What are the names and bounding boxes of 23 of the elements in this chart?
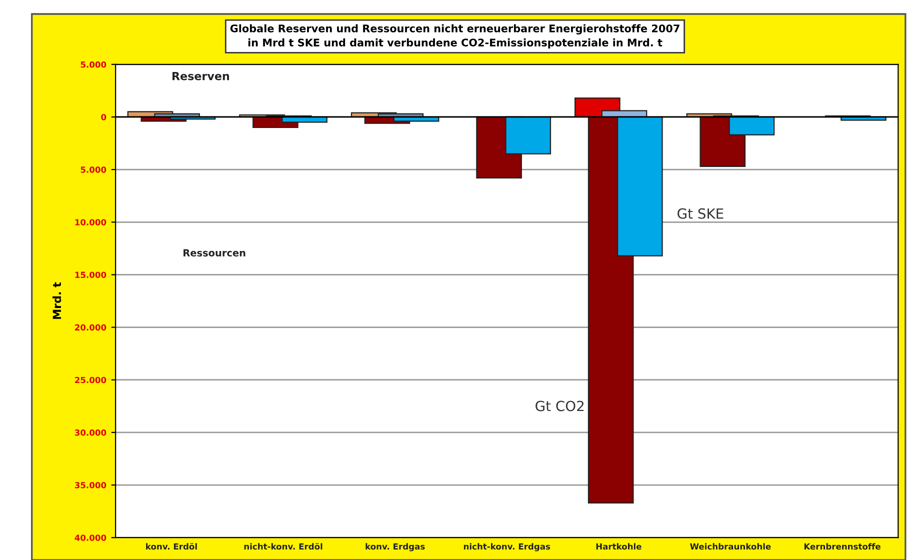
y-tick-label: 40.000 xyxy=(74,534,106,541)
y-tick-label: 15.000 xyxy=(75,272,106,278)
y-tick-label: 10.000 xyxy=(75,219,106,226)
annotation: Ressourcen xyxy=(184,249,246,256)
y-tick-label: 0 xyxy=(101,114,106,120)
y-tick-label: 5.000 xyxy=(80,61,106,68)
y-tick-label: 30.000 xyxy=(74,429,106,436)
x-tick-label: konv. Erdöl xyxy=(146,543,197,550)
annotation: Reserven xyxy=(172,72,230,80)
x-tick-label: Hartkohle xyxy=(596,543,642,550)
x-tick-label: nicht-konv. Erdöl xyxy=(244,543,322,550)
x-tick-label: Kernbrennstoffe xyxy=(804,543,880,550)
y-tick-label: 5.000 xyxy=(80,166,106,173)
y-tick-label: 25.000 xyxy=(75,376,106,384)
y-tick-label: 20.000 xyxy=(75,324,106,331)
y-axis-title: Mrd. t xyxy=(52,282,62,319)
x-tick-label: nicht-konv. Erdgas xyxy=(464,543,550,552)
annotation: Gt SKE xyxy=(678,208,724,219)
annotation: Gt CO2 xyxy=(536,400,584,412)
y-tick-label: 35.000 xyxy=(74,482,106,488)
chart-title: Globale Reserven und Ressourcen nicht erneuerbarer Energierohstoffe 2007 in Mrd t SKE und damit verbundene CO2-Emissionspotenziale in Mrd. t xyxy=(230,24,680,48)
x-tick-label: Weichbraunkohle xyxy=(690,543,771,550)
x-tick-label: konv. Erdgas xyxy=(366,543,425,552)
